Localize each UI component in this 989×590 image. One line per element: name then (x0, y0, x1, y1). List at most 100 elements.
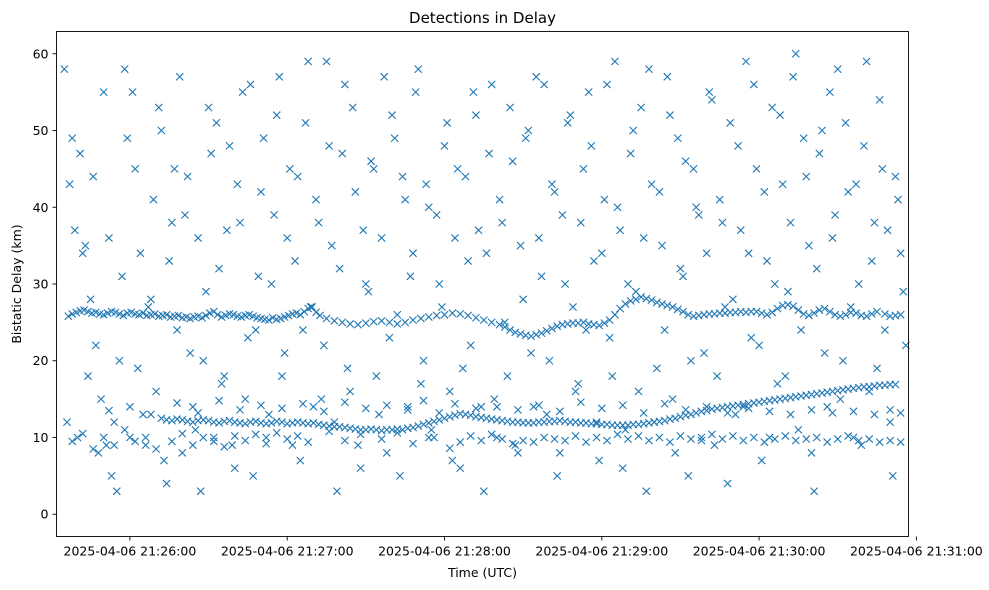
data-point (825, 88, 834, 97)
data-point (445, 444, 454, 453)
data-point (398, 172, 407, 181)
data-point (440, 310, 449, 319)
data-point (718, 435, 727, 444)
data-point (110, 441, 119, 450)
data-point (608, 372, 617, 381)
data-point (610, 57, 619, 66)
data-point (393, 428, 402, 437)
data-point (723, 408, 732, 417)
data-point (789, 302, 798, 311)
data-point (579, 318, 588, 327)
data-point (574, 379, 583, 388)
data-point (812, 433, 821, 442)
data-point (450, 399, 459, 408)
data-point (529, 402, 538, 411)
data-point (409, 423, 418, 432)
data-point (527, 349, 535, 358)
data-point (325, 427, 334, 436)
data-point (131, 437, 140, 446)
data-point (225, 416, 234, 425)
data-point (886, 405, 895, 414)
data-point (713, 372, 722, 381)
data-point (563, 118, 572, 127)
data-point (571, 387, 580, 396)
data-point (726, 118, 735, 127)
data-point (673, 134, 682, 143)
plot-frame (56, 31, 909, 537)
data-point (818, 126, 826, 135)
data-point (419, 396, 428, 405)
data-point (317, 395, 326, 404)
data-point (215, 396, 224, 405)
data-point (293, 431, 302, 440)
data-point (862, 312, 871, 321)
data-point (277, 418, 286, 427)
x-tick-label: 2025-04-06 21:26:00 (64, 544, 197, 559)
data-point (705, 88, 714, 97)
data-point (844, 187, 853, 196)
plot-area (60, 49, 910, 496)
x-tick-label: 2025-04-06 21:29:00 (535, 544, 668, 559)
data-point (403, 405, 412, 414)
data-point (527, 332, 535, 341)
data-point (631, 295, 640, 304)
data-point (416, 314, 425, 323)
x-axis-label: Time (UTC) (447, 565, 517, 580)
data-point (621, 425, 630, 434)
data-point (836, 312, 845, 321)
data-point (692, 203, 701, 212)
data-point (894, 195, 903, 204)
data-point (167, 416, 176, 425)
data-point (844, 431, 853, 440)
data-point (547, 324, 556, 333)
data-point (492, 402, 501, 411)
data-point (770, 435, 779, 444)
data-point (684, 310, 693, 319)
data-point (739, 436, 748, 445)
data-point (300, 307, 309, 316)
data-point (550, 187, 559, 196)
data-point (118, 272, 127, 281)
data-point (555, 448, 564, 457)
data-point (123, 134, 132, 143)
data-point (338, 318, 347, 327)
data-point (424, 313, 433, 321)
data-point (865, 435, 874, 444)
data-point (94, 448, 103, 457)
data-point (576, 218, 585, 227)
data-point (647, 296, 656, 305)
data-point (443, 118, 452, 127)
data-point (201, 287, 210, 296)
data-point (340, 80, 349, 89)
data-point (414, 421, 423, 430)
data-point (283, 233, 292, 242)
data-point (91, 341, 100, 350)
data-point (482, 249, 491, 258)
data-point (353, 441, 362, 450)
data-point (466, 341, 475, 350)
data-point (456, 438, 465, 447)
data-point (828, 408, 837, 417)
data-point (157, 126, 166, 135)
data-point (186, 349, 195, 358)
data-point (414, 65, 423, 74)
data-point (416, 379, 425, 388)
x-axis: 2025-04-06 21:26:00 2025-04-06 21:27:00 20… (64, 536, 983, 559)
data-point (309, 402, 318, 411)
data-point (217, 379, 226, 388)
data-point (159, 456, 168, 465)
data-point (340, 398, 349, 407)
data-point (233, 180, 242, 189)
data-point (773, 304, 782, 313)
data-point (723, 479, 732, 488)
data-point (521, 134, 530, 143)
data-point (671, 414, 680, 423)
data-point (697, 436, 706, 445)
data-point (162, 310, 171, 319)
data-point (825, 307, 834, 316)
data-point (532, 330, 541, 339)
data-point (343, 364, 352, 373)
data-point (731, 410, 740, 419)
data-point (353, 320, 362, 329)
data-point (689, 164, 698, 173)
